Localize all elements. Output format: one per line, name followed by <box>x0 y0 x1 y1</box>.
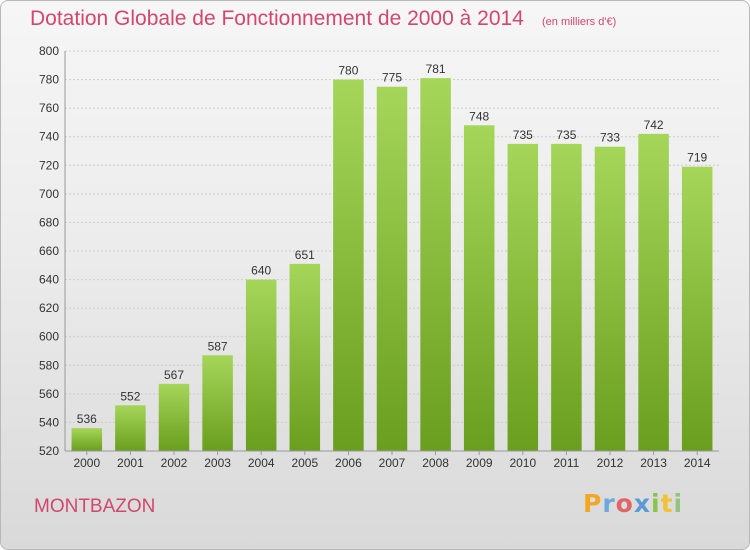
data-label: 640 <box>251 264 271 278</box>
bar <box>245 279 277 451</box>
x-tick-label: 2013 <box>640 456 667 470</box>
data-label: 552 <box>120 389 140 403</box>
x-tick-label: 2004 <box>248 456 275 470</box>
bar <box>71 428 103 451</box>
data-label: 781 <box>426 62 446 76</box>
bar <box>115 405 146 451</box>
y-tick-label: 760 <box>39 101 59 115</box>
logo-letter: o <box>615 489 634 518</box>
proxiti-logo: Proxiti <box>583 489 683 518</box>
y-tick-label: 620 <box>39 301 59 315</box>
y-tick-label: 560 <box>39 387 59 401</box>
x-tick-label: 2006 <box>335 456 362 470</box>
x-tick-label: 2012 <box>597 456 624 470</box>
data-label: 735 <box>556 128 576 142</box>
logo-letter: x <box>633 489 651 518</box>
data-label: 780 <box>338 64 358 78</box>
y-tick-label: 520 <box>39 444 59 458</box>
data-label: 775 <box>382 71 402 85</box>
data-label: 748 <box>469 109 489 123</box>
bar <box>333 79 364 452</box>
y-tick-label: 680 <box>39 215 59 229</box>
y-tick-label: 600 <box>39 330 59 344</box>
logo-letter: t <box>660 489 674 518</box>
logo-letter: i <box>673 489 684 518</box>
y-tick-label: 720 <box>39 158 59 172</box>
y-tick-label: 740 <box>39 130 59 144</box>
chart-subtitle: (en milliers d'€) <box>542 16 617 28</box>
data-label: 735 <box>513 128 533 142</box>
city-name: MONTBAZON <box>34 496 156 517</box>
data-label: 719 <box>687 151 707 165</box>
y-tick-label: 780 <box>39 73 59 87</box>
bar <box>202 355 233 451</box>
data-label: 567 <box>164 368 184 382</box>
x-tick-label: 2008 <box>422 456 449 470</box>
bar <box>594 146 626 451</box>
bar <box>158 383 190 451</box>
bar <box>681 166 713 451</box>
data-label: 733 <box>600 131 620 145</box>
data-label: 536 <box>77 412 97 426</box>
x-tick-label: 2010 <box>509 456 536 470</box>
bar <box>463 125 495 452</box>
x-tick-label: 2001 <box>117 456 144 470</box>
x-tick-label: 2000 <box>73 456 100 470</box>
y-tick-label: 800 <box>39 44 59 58</box>
y-tick-label: 540 <box>39 415 59 429</box>
y-tick-label: 660 <box>39 244 59 258</box>
y-tick-label: 580 <box>39 358 59 372</box>
bar <box>638 133 669 451</box>
logo-letter: P <box>583 489 603 518</box>
bar <box>289 263 321 451</box>
bar <box>420 78 451 452</box>
logo-letter: i <box>651 489 661 518</box>
bar <box>376 86 408 451</box>
x-tick-label: 2007 <box>379 456 406 470</box>
y-tick-label: 700 <box>39 187 59 201</box>
y-tick-label: 640 <box>39 273 59 287</box>
bar <box>507 143 539 451</box>
x-tick-label: 2002 <box>161 456 188 470</box>
x-tick-label: 2009 <box>466 456 493 470</box>
chart-title: Dotation Globale de Fonctionnement de 20… <box>30 7 524 30</box>
x-tick-label: 2014 <box>684 456 711 470</box>
data-label: 742 <box>644 118 664 132</box>
data-label: 651 <box>295 248 315 262</box>
x-tick-label: 2003 <box>204 456 231 470</box>
x-tick-label: 2005 <box>291 456 318 470</box>
logo-letter: r <box>602 489 616 518</box>
bar <box>551 143 582 451</box>
x-tick-label: 2011 <box>553 456 579 470</box>
data-label: 587 <box>208 339 228 353</box>
